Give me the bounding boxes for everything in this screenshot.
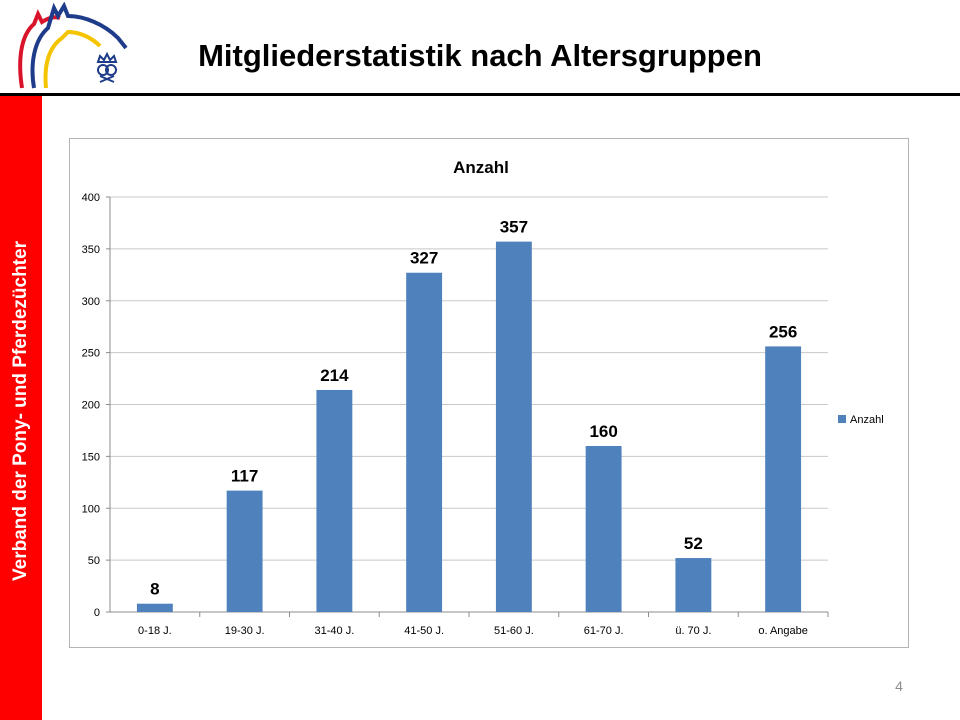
data-label: 357 [500, 218, 528, 237]
chart-frame: Anzahl 0 50 100 150 200 250 300 350 400 8 0-18 J. 11… [69, 138, 909, 648]
data-label: 117 [231, 467, 258, 486]
x-tick-label: 31-40 J. [315, 625, 355, 637]
data-label: 160 [589, 422, 617, 441]
header-divider [0, 93, 960, 96]
sidebar-band [0, 96, 42, 720]
data-label: 327 [410, 249, 438, 268]
x-tick-label: o. Angabe [758, 625, 808, 637]
chart-title: Anzahl [453, 158, 509, 177]
legend-label: Anzahl [850, 414, 884, 426]
x-tick-label: 51-60 J. [494, 625, 534, 637]
x-tick-label: ü. 70 J. [675, 625, 711, 637]
y-tick-label: 350 [82, 244, 100, 256]
y-tick-label: 100 [82, 503, 100, 515]
y-tick-label: 200 [82, 400, 100, 412]
bar-chart: Anzahl 0 50 100 150 200 250 300 350 400 8 0-18 J. 11… [82, 158, 884, 637]
horse-heads-crown-logo-icon [18, 2, 128, 89]
x-tick-label: 61-70 J. [584, 625, 624, 637]
x-tick-label: 41-50 J. [404, 625, 444, 637]
y-tick-label: 300 [82, 296, 100, 308]
bar-o-angabe [765, 346, 802, 612]
x-tick-label: 0-18 J. [138, 625, 172, 637]
sidebar-organization-name: Verband der Pony- und Pferdezüchter [10, 241, 31, 581]
legend-swatch [838, 415, 846, 423]
data-label: 8 [150, 580, 159, 599]
bar-19-30-j- [226, 490, 263, 612]
y-tick-label: 0 [94, 607, 100, 619]
bar-0-18-j- [136, 603, 173, 612]
x-tick-label: 19-30 J. [225, 625, 265, 637]
bar-51-60-j- [495, 241, 532, 613]
data-label: 52 [684, 534, 703, 553]
y-tick-label: 50 [88, 555, 100, 567]
bar-31-40-j- [316, 389, 353, 612]
bar-41-50-j- [406, 272, 443, 612]
y-tick-label: 250 [82, 348, 100, 360]
bar-61-70-j- [585, 446, 622, 612]
y-tick-label: 150 [82, 451, 100, 463]
page-number: 4 [895, 678, 903, 694]
y-tick-label: 400 [82, 192, 100, 204]
slide-title: Mitgliederstatistik nach Altersgruppen [198, 38, 762, 73]
bar--70-j- [675, 558, 712, 612]
data-label: 214 [320, 366, 349, 385]
data-label: 256 [769, 322, 797, 341]
